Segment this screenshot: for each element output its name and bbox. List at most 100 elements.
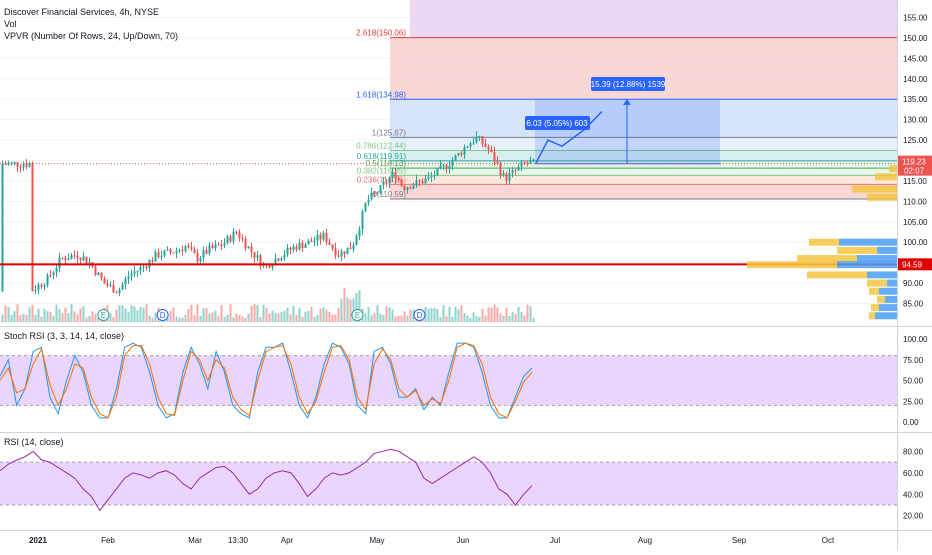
volume-bar (220, 305, 223, 322)
volume-bar (127, 312, 130, 322)
volume-bar (64, 307, 67, 322)
time-tick-label: Jun (457, 536, 470, 545)
projection-label: 6.03 (5.05%) 603 (525, 116, 590, 130)
candle-body (94, 266, 97, 275)
candle-body (442, 165, 445, 167)
candle-body (241, 238, 244, 240)
candle-body (307, 240, 310, 245)
volume-bar (310, 306, 313, 322)
candle-body (406, 187, 409, 190)
vpvr-row-up (885, 295, 897, 303)
candle-body (448, 166, 451, 169)
volume-bar (322, 306, 325, 322)
volume-bar (319, 308, 322, 322)
vpvr-row-down (889, 165, 897, 173)
candle-body (382, 182, 385, 186)
volume-bar (118, 305, 121, 322)
volume-bar (205, 308, 208, 322)
candle-body (271, 265, 274, 268)
candle-body (64, 257, 67, 261)
candle-body (52, 272, 55, 276)
fib-zone (390, 184, 897, 199)
volume-bar (76, 314, 79, 322)
candle-body (109, 284, 112, 286)
volume-bars (1, 287, 535, 322)
candle-body (142, 266, 145, 268)
rsi-title[interactable]: RSI (14, close) (4, 437, 64, 447)
volume-bar (229, 304, 232, 322)
candle-body (385, 182, 388, 184)
vpvr-legend[interactable]: VPVR (Number Of Rows, 24, Up/Down, 70) (4, 31, 179, 41)
volume-bar (187, 309, 190, 322)
volume-bar (82, 306, 85, 322)
candle-body (166, 249, 169, 251)
time-tick-label: 13:30 (228, 536, 249, 545)
candle-body (193, 249, 196, 254)
candle-body (19, 166, 22, 168)
candle-body (13, 162, 16, 164)
candle-body (433, 175, 436, 177)
candle-body (391, 172, 394, 179)
volume-bar (247, 313, 250, 322)
volume-bar (328, 311, 331, 322)
volume-bar (97, 317, 100, 322)
volume-legend[interactable]: Vol (4, 19, 17, 29)
candle-body (340, 251, 343, 257)
volume-bar (130, 305, 133, 322)
candle-body (316, 234, 319, 241)
price-tick-label: 125.00 (903, 136, 928, 145)
stoch-rsi-title[interactable]: Stoch RSI (3, 3, 14, 14, close) (4, 331, 125, 341)
fib-level-label: 0(110.59) (372, 190, 406, 199)
volume-bar (307, 311, 310, 322)
volume-bar (37, 308, 40, 322)
candle-body (319, 234, 322, 240)
rsi-tick-label: 40.00 (903, 490, 924, 499)
stoch-rsi-tick-label: 50.00 (903, 377, 924, 386)
price-tick-label: 145.00 (903, 54, 928, 63)
candle-body (133, 271, 136, 274)
rsi-legend: RSI (14, close) (4, 436, 64, 448)
candle-body (475, 136, 478, 143)
candle-body (466, 146, 469, 148)
volume-bar (367, 307, 370, 322)
candle-body (97, 272, 100, 275)
candle-body (115, 292, 118, 294)
candle-body (496, 161, 499, 164)
projection-label-text: 6.03 (5.05%) 603 (526, 119, 588, 128)
event-marker-icon (351, 309, 364, 321)
volume-bar (274, 313, 277, 322)
vpvr-row-down (871, 304, 879, 312)
projection-label-text: 15.39 (12.88%) 1539 (591, 80, 666, 89)
projection-label: 15.39 (12.88%) 1539 (591, 77, 666, 91)
volume-bar (115, 309, 118, 322)
chart-legend: Discover Financial Services, 4h, NYSE Vo… (4, 6, 178, 42)
candle-body (178, 249, 181, 251)
support-price-value: 94.59 (902, 260, 923, 269)
candle-body (529, 161, 532, 164)
volume-bar (349, 299, 352, 322)
volume-bar (109, 312, 112, 322)
candle-body (277, 258, 280, 261)
volume-bar (277, 313, 280, 322)
candle-body (463, 147, 466, 155)
stoch-rsi-series-line (0, 342, 533, 419)
candle-body (124, 278, 127, 285)
candle-body (1, 163, 4, 292)
volume-bar (178, 317, 181, 322)
volume-bar (43, 308, 46, 322)
volume-bar (166, 315, 169, 322)
candle-body (388, 178, 391, 184)
candle-body (532, 159, 535, 162)
vpvr-row-up (867, 271, 897, 279)
rsi-tick-label: 20.00 (903, 512, 924, 521)
symbol-title[interactable]: Discover Financial Services, 4h, NYSE (4, 7, 160, 17)
volume-bar (250, 305, 253, 322)
volume-bar (25, 314, 28, 322)
volume-bar (199, 315, 202, 322)
projection-arrowhead (623, 99, 631, 105)
candle-body (154, 252, 157, 262)
candle-body (424, 178, 427, 184)
candle-body (490, 149, 493, 152)
